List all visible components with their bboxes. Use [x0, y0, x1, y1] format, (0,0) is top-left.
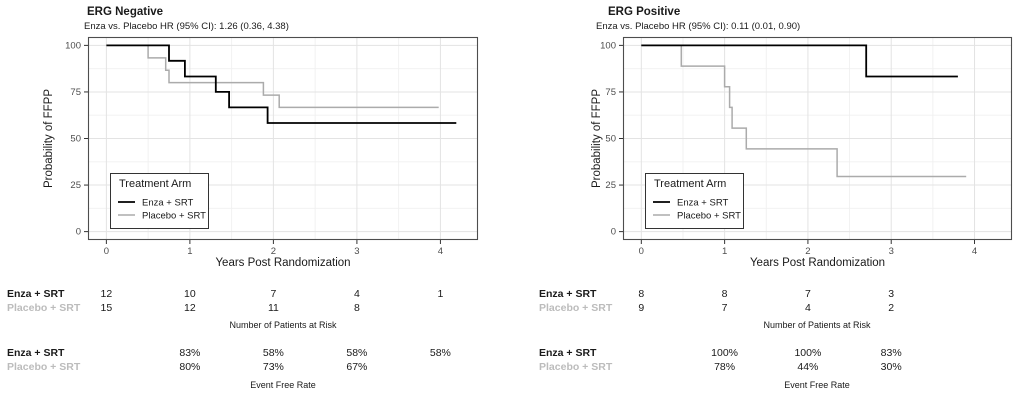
- event-table-caption: Event Free Rate: [784, 380, 850, 390]
- svg-text:1: 1: [187, 246, 192, 257]
- risk-count: 4: [804, 302, 811, 314]
- event-row-label-placebo: Placebo + SRT: [7, 361, 81, 373]
- risk-count: 8: [638, 288, 645, 300]
- event-rate: 83%: [179, 347, 201, 359]
- risk-count: 4: [353, 288, 360, 300]
- km-curve-placebo-srt: [641, 44, 967, 178]
- event-rate: 58%: [262, 347, 284, 359]
- legend-item-label: Placebo + SRT: [677, 211, 741, 222]
- svg-text:0: 0: [639, 246, 644, 257]
- svg-text:75: 75: [605, 87, 616, 98]
- risk-count: 1: [437, 288, 444, 300]
- risk-count: 3: [888, 288, 895, 300]
- svg-text:3: 3: [889, 246, 894, 257]
- legend-item-label: Placebo + SRT: [142, 211, 206, 222]
- svg-text:25: 25: [70, 180, 81, 191]
- risk-row-values: 12 10 7 4 1: [0, 288, 511, 301]
- event-row-values: 100% 100% 83%: [511, 347, 1022, 360]
- km-plot-erg-positive: 0 1 2 3 4 0 25 50 75 100 Years Post Randomization P…: [591, 36, 1013, 269]
- event-row-values: 78% 44% 30%: [511, 361, 1022, 374]
- panel-title: ERG Positive: [608, 6, 681, 18]
- svg-text:0: 0: [104, 246, 109, 257]
- event-rate: 44%: [797, 361, 819, 373]
- km-plot-erg-negative: 0 1 2 3 4 0 25 50 75 100 Years Post Randomization P…: [43, 36, 479, 269]
- risk-count: 7: [721, 302, 728, 314]
- panel-erg-negative: ERG Negative Enza vs. Placebo HR (95% CI…: [0, 0, 511, 401]
- risk-count: 2: [888, 302, 895, 314]
- svg-text:0: 0: [76, 227, 81, 238]
- event-row-label-enza: Enza + SRT: [7, 347, 65, 359]
- panel-erg-positive: ERG Positive Enza vs. Placebo HR (95% CI…: [511, 0, 1022, 401]
- event-table-caption: Event Free Rate: [250, 380, 316, 390]
- svg-text:3: 3: [354, 246, 359, 257]
- risk-table-caption: Number of Patients at Risk: [229, 320, 337, 330]
- svg-text:4: 4: [438, 246, 443, 257]
- risk-row-label-placebo: Placebo + SRT: [539, 302, 613, 314]
- risk-row-label-placebo: Placebo + SRT: [7, 302, 81, 314]
- event-rate: 30%: [880, 361, 902, 373]
- legend: Treatment Arm Enza + SRT Placebo + SRT: [110, 173, 209, 229]
- svg-text:75: 75: [70, 87, 81, 98]
- risk-row-label-enza: Enza + SRT: [539, 288, 597, 300]
- risk-count: 8: [353, 302, 360, 314]
- svg-text:100: 100: [600, 40, 616, 51]
- event-rate: 80%: [179, 361, 201, 373]
- risk-count: 8: [721, 288, 728, 300]
- risk-row-values: 9 7 4 2: [511, 302, 1022, 315]
- risk-count: 11: [267, 302, 279, 314]
- risk-count: 9: [638, 302, 645, 314]
- risk-row-label-enza: Enza + SRT: [7, 288, 65, 300]
- risk-count: 15: [100, 302, 113, 314]
- svg-text:1: 1: [722, 246, 727, 257]
- panel-subtitle-hr: Enza vs. Placebo HR (95% CI): 1.26 (0.36…: [84, 21, 289, 32]
- risk-count: 7: [270, 288, 277, 300]
- event-rate: 78%: [714, 361, 736, 373]
- y-axis-title: Probability of FFPP: [591, 89, 603, 188]
- legend: Treatment Arm Enza + SRT Placebo + SRT: [645, 173, 744, 229]
- svg-text:50: 50: [70, 134, 81, 145]
- event-rate: 100%: [794, 347, 822, 359]
- risk-count: 7: [804, 288, 811, 300]
- km-curve-enza-srt: [641, 44, 958, 78]
- y-axis-title: Probability of FFPP: [43, 89, 55, 188]
- risk-row-values: 15 12 11 8: [0, 302, 511, 315]
- svg-text:4: 4: [972, 246, 977, 257]
- km-curve-placebo-srt: [106, 44, 439, 109]
- x-axis-title: Years Post Randomization: [215, 257, 350, 269]
- event-row-label-enza: Enza + SRT: [539, 347, 597, 359]
- legend-item-label: Enza + SRT: [677, 198, 729, 209]
- svg-text:50: 50: [605, 134, 616, 145]
- legend-title: Treatment Arm: [119, 178, 191, 190]
- svg-text:2: 2: [805, 246, 810, 257]
- svg-text:2: 2: [271, 246, 276, 257]
- event-rate: 100%: [711, 347, 739, 359]
- risk-count: 10: [184, 288, 196, 300]
- panel-subtitle-hr: Enza vs. Placebo HR (95% CI): 0.11 (0.01…: [596, 21, 801, 32]
- legend-item-label: Enza + SRT: [142, 198, 194, 209]
- event-rate: 67%: [346, 361, 368, 373]
- risk-count: 12: [100, 288, 113, 300]
- risk-count: 12: [184, 302, 196, 314]
- event-row-values: 80% 73% 67%: [0, 361, 511, 374]
- svg-text:100: 100: [65, 40, 81, 51]
- risk-table-caption: Number of Patients at Risk: [763, 320, 871, 330]
- svg-text:0: 0: [611, 227, 616, 238]
- km-curve-enza-srt: [106, 44, 457, 124]
- svg-text:25: 25: [605, 180, 616, 191]
- panel-title: ERG Negative: [87, 6, 164, 18]
- x-axis-title: Years Post Randomization: [750, 257, 885, 269]
- event-rate: 58%: [346, 347, 368, 359]
- event-rate: 83%: [880, 347, 902, 359]
- event-row-label-placebo: Placebo + SRT: [539, 361, 613, 373]
- risk-row-values: 8 8 7 3: [511, 288, 1022, 301]
- event-rate: 73%: [262, 361, 284, 373]
- event-row-values: 83% 58% 58% 58%: [0, 347, 511, 360]
- legend-title: Treatment Arm: [654, 178, 726, 190]
- event-rate: 58%: [429, 347, 451, 359]
